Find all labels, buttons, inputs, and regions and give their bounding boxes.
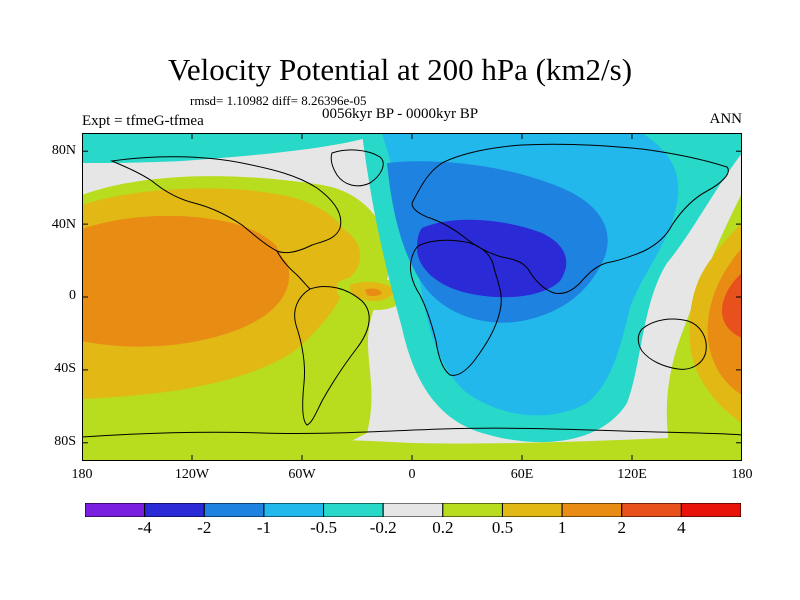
coast-south-america <box>294 286 370 426</box>
contour-africa-2 <box>417 219 567 298</box>
coastlines <box>82 143 742 438</box>
colorbar-box <box>85 503 146 517</box>
period-label: 0056kyr BP - 0000kyr BP <box>322 106 479 122</box>
lat-label-40s: 40S <box>54 361 76 376</box>
contour-central-america-0.5 <box>277 218 361 285</box>
contour-pacific-1 <box>82 215 290 347</box>
season-label: ANN <box>709 111 743 127</box>
contour-atlantic-2 <box>365 288 382 297</box>
colorbar-label: 2 <box>617 518 626 537</box>
contour-antarctic-0.2 <box>82 433 742 461</box>
colorbar-box <box>144 503 205 517</box>
colorbar-label: 1 <box>557 518 567 537</box>
lat-label-80n: 80N <box>51 143 76 158</box>
colorbar-label: -2 <box>197 518 212 537</box>
colorbar-label: 4 <box>677 518 686 537</box>
coast-greenland <box>330 149 384 187</box>
colorbar-label: -4 <box>137 518 152 537</box>
stats-line: rmsd= 1.10982 diff= 8.26396e-05 <box>190 93 367 108</box>
map-title: Velocity Potential at 200 hPa (km2/s) <box>167 52 633 87</box>
colorbar-label: 0.5 <box>491 518 514 537</box>
colorbar-box <box>442 503 503 517</box>
colorbar-label: 0.2 <box>432 518 454 537</box>
coast-central-america <box>276 250 311 290</box>
contour-east-2 <box>722 273 742 338</box>
lon-label-60w: 60W <box>288 467 316 482</box>
coast-africa <box>409 239 502 376</box>
coast-australia <box>637 318 707 370</box>
velocity-potential-map <box>82 133 742 461</box>
lon-label-180e: 180 <box>731 467 753 482</box>
lat-label-80s: 80S <box>54 434 76 449</box>
lat-label-0: 0 <box>69 288 76 303</box>
colorbar-box <box>382 503 444 517</box>
contour-arctic-0.2 <box>82 133 382 163</box>
colorbar-label: -0.2 <box>369 518 397 537</box>
lon-label-60e: 60E <box>510 467 534 482</box>
colorbar-box <box>561 503 623 517</box>
coast-europe-asia <box>411 143 729 294</box>
experiment-label: Expt = tfmeG-tfmea <box>82 113 204 129</box>
lon-label-120e: 120E <box>617 467 647 482</box>
colorbar-label: -1 <box>256 518 271 537</box>
colorbar <box>85 503 741 517</box>
colorbar-box <box>621 503 682 517</box>
colorbar-label: -0.5 <box>310 518 337 537</box>
colorbar-box <box>263 503 325 517</box>
lon-label-120w: 120W <box>174 467 210 482</box>
lon-label-180w: 180 <box>71 467 93 482</box>
lat-label-40n: 40N <box>51 217 76 232</box>
colorbar-box <box>323 503 384 517</box>
colorbar-box <box>203 503 265 517</box>
coast-antarctica <box>82 427 742 438</box>
lon-label-0: 0 <box>408 467 416 482</box>
coast-north-america <box>110 156 342 254</box>
colorbar-box <box>501 503 563 517</box>
colorbar-box <box>680 503 741 517</box>
